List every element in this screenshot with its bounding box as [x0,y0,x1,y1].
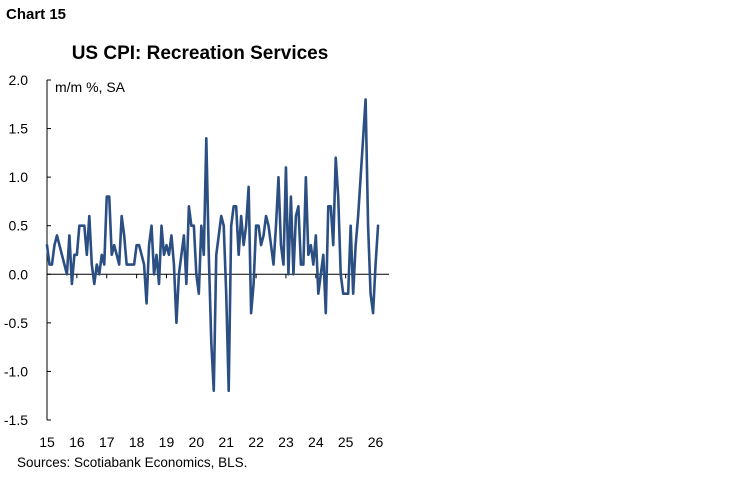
x-tick-label: 17 [99,434,115,450]
x-tick-label: 15 [39,434,55,450]
series-layer [45,98,380,393]
x-tick-label: 23 [278,434,294,450]
y-tick-label: -1.5 [4,412,28,428]
chart-label: Chart 15 [6,6,67,23]
x-tick-label: 16 [69,434,85,450]
y-tick-label: 2.0 [9,72,29,88]
x-tick-label: 19 [159,434,175,450]
x-tick-label: 24 [308,434,324,450]
x-tick-label: 26 [368,434,384,450]
y-tick-label: 1.0 [9,169,29,185]
y-axis-ticks: 2.0 1.5 1.0 0.5 0.0 -0.5 -1.0 -1.5 [4,72,51,428]
y-tick-label: 0.5 [9,218,29,234]
y-tick-label: -0.5 [4,315,28,331]
series-line [45,98,380,393]
y-axis-label: m/m %, SA [55,79,126,95]
y-tick-label: 0.0 [9,266,29,282]
x-tick-label: 22 [248,434,264,450]
y-tick-label: 1.5 [9,121,29,137]
chart-title: US CPI: Recreation Services [71,43,329,64]
x-axis-ticks: 15 16 17 18 19 20 21 22 23 24 25 26 [39,274,384,450]
source-note: Sources: Scotiabank Economics, BLS. [17,455,248,470]
x-tick-label: 21 [218,434,234,450]
x-tick-label: 18 [129,434,145,450]
x-tick-label: 20 [189,434,205,450]
y-tick-label: -1.0 [4,363,28,379]
x-tick-label: 25 [338,434,354,450]
